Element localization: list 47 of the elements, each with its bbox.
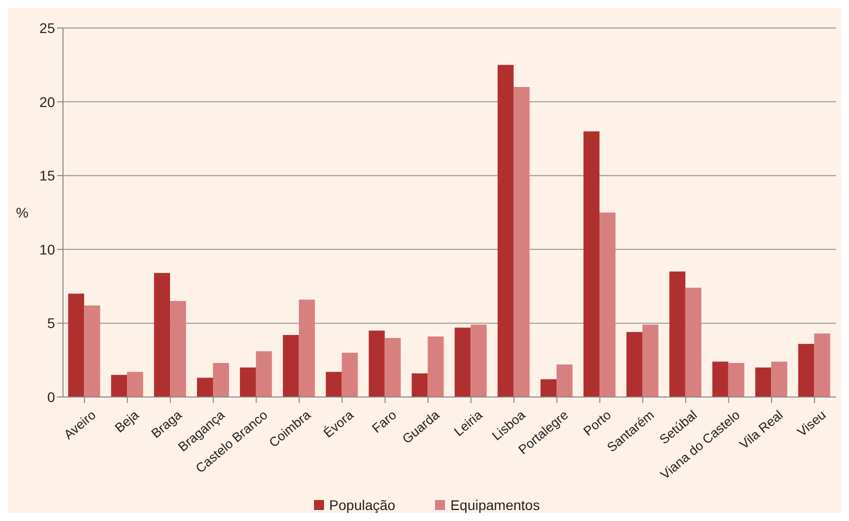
y-tick-label: 0 (47, 388, 56, 405)
bar (154, 273, 170, 397)
legend-label: População (328, 497, 396, 513)
bar (470, 324, 487, 397)
bar (728, 363, 744, 397)
bar (240, 367, 256, 397)
bar (111, 374, 128, 397)
bar (68, 294, 84, 397)
bar (626, 332, 642, 397)
bar (514, 87, 530, 397)
bar (583, 131, 600, 397)
bar (454, 328, 471, 397)
bar (212, 363, 229, 397)
bar (798, 344, 814, 397)
bar (498, 64, 514, 397)
bar (384, 338, 401, 397)
legend-label: Equipamentos (449, 497, 540, 513)
bar (127, 372, 144, 397)
y-tick-label: 25 (39, 20, 56, 36)
bar (342, 352, 358, 397)
bar (428, 336, 444, 397)
bar (814, 334, 830, 397)
bar (412, 373, 428, 397)
y-tick-label: 10 (39, 241, 56, 258)
bar (599, 212, 616, 397)
y-tick-label: 15 (39, 168, 56, 184)
bar (712, 362, 728, 397)
bar (669, 272, 686, 397)
bar (368, 330, 385, 397)
bar (298, 300, 315, 397)
y-tick-label: 5 (47, 315, 56, 332)
bar (84, 305, 100, 397)
bar (256, 351, 272, 397)
bar (282, 335, 299, 397)
bar (755, 367, 772, 397)
bar (771, 362, 788, 397)
x-tick-label: Beja (112, 406, 142, 436)
x-tick-label: Faro (369, 407, 400, 436)
bar (326, 372, 342, 397)
bar (170, 301, 186, 397)
y-axis-title: % (16, 204, 28, 220)
bar (556, 364, 573, 397)
bar (540, 379, 557, 397)
bar (642, 324, 658, 397)
y-tick-label: 20 (39, 94, 56, 110)
bar (685, 288, 702, 397)
bar (196, 378, 213, 397)
